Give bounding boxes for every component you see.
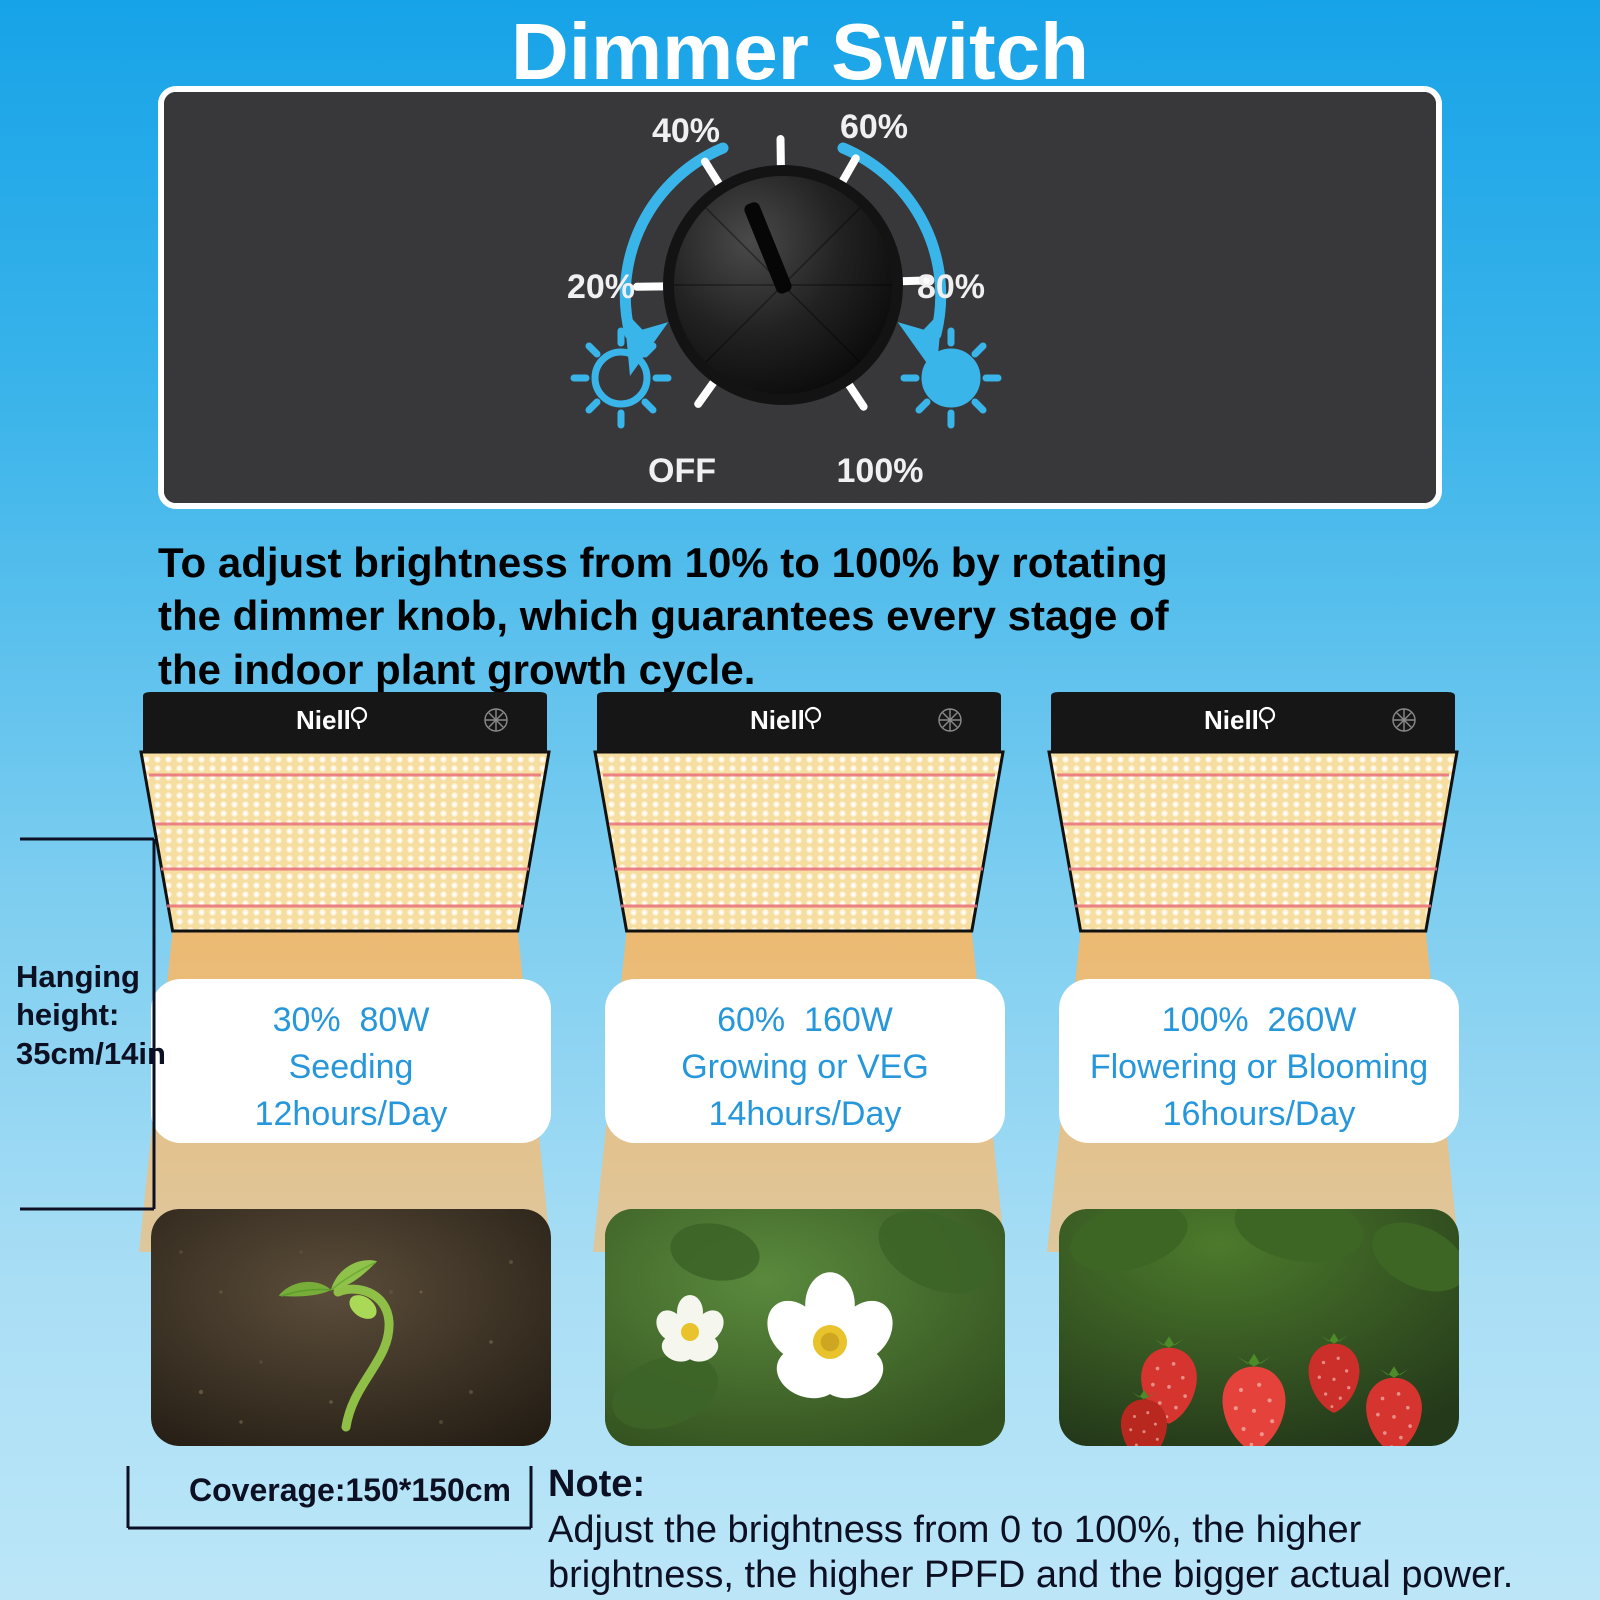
svg-text:60% 160W: 60% 160W [717,1001,893,1039]
svg-text:30% 80W: 30% 80W [273,1001,430,1039]
svg-text:100% 260W: 100% 260W [1162,1001,1357,1039]
svg-text:Niell: Niell [1204,705,1259,735]
svg-text:40%: 40% [652,112,720,150]
svg-text:14hours/Day: 14hours/Day [709,1095,902,1133]
svg-text:Growing or VEG: Growing or VEG [681,1048,929,1086]
svg-text:100%: 100% [837,452,924,490]
svg-text:60%: 60% [840,108,908,146]
svg-text:Niell: Niell [296,705,351,735]
svg-text:80%: 80% [917,268,985,306]
svg-text:12hours/Day: 12hours/Day [255,1095,448,1133]
svg-text:20%: 20% [567,268,635,306]
svg-text:Flowering or Blooming: Flowering or Blooming [1090,1048,1428,1086]
svg-text:Seeding: Seeding [289,1048,414,1086]
svg-text:OFF: OFF [648,452,716,490]
svg-text:Niell: Niell [750,705,805,735]
svg-text:16hours/Day: 16hours/Day [1163,1095,1356,1133]
